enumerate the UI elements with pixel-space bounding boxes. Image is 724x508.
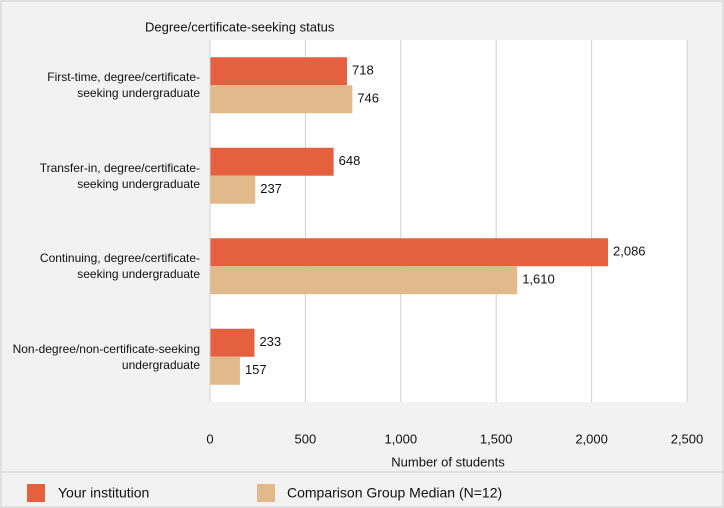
bar: [210, 238, 609, 267]
y-tick-label: Continuing, degree/certificate-seeking u…: [39, 251, 200, 282]
legend-swatch: [27, 484, 45, 502]
bar: [210, 356, 240, 385]
data-label: 2,086: [613, 244, 646, 259]
bar: [210, 147, 334, 176]
data-label: 233: [259, 334, 281, 349]
x-tick-label: 1,500: [480, 431, 513, 446]
bar: [210, 175, 256, 204]
x-tick-label: 500: [295, 431, 317, 446]
bar: [210, 266, 518, 295]
data-label: 237: [260, 181, 282, 196]
bar: [210, 328, 255, 357]
data-label: 1,610: [522, 272, 555, 287]
x-tick-label: 0: [206, 431, 213, 446]
chart-title: Degree/certificate-seeking status: [145, 19, 335, 34]
legend-label: Your institution: [58, 485, 149, 501]
y-tick-label: Transfer-in, degree/certificate-seeking …: [39, 160, 200, 191]
data-label: 157: [245, 362, 267, 377]
data-label: 746: [357, 91, 379, 106]
data-label: 648: [339, 153, 361, 168]
x-axis-label: Number of students: [391, 454, 505, 469]
y-tick-label: First-time, degree/certificate-seeking u…: [47, 70, 200, 101]
bar: [210, 57, 347, 86]
x-tick-label: 2,500: [671, 431, 704, 446]
x-tick-label: 2,000: [575, 431, 608, 446]
legend-swatch: [257, 484, 275, 502]
x-tick-label: 1,000: [385, 431, 418, 446]
y-tick-label: Non-degree/non-certificate-seeking under…: [12, 341, 200, 372]
data-label: 718: [352, 63, 374, 78]
bar: [210, 85, 353, 114]
legend-label: Comparison Group Median (N=12): [287, 485, 502, 501]
